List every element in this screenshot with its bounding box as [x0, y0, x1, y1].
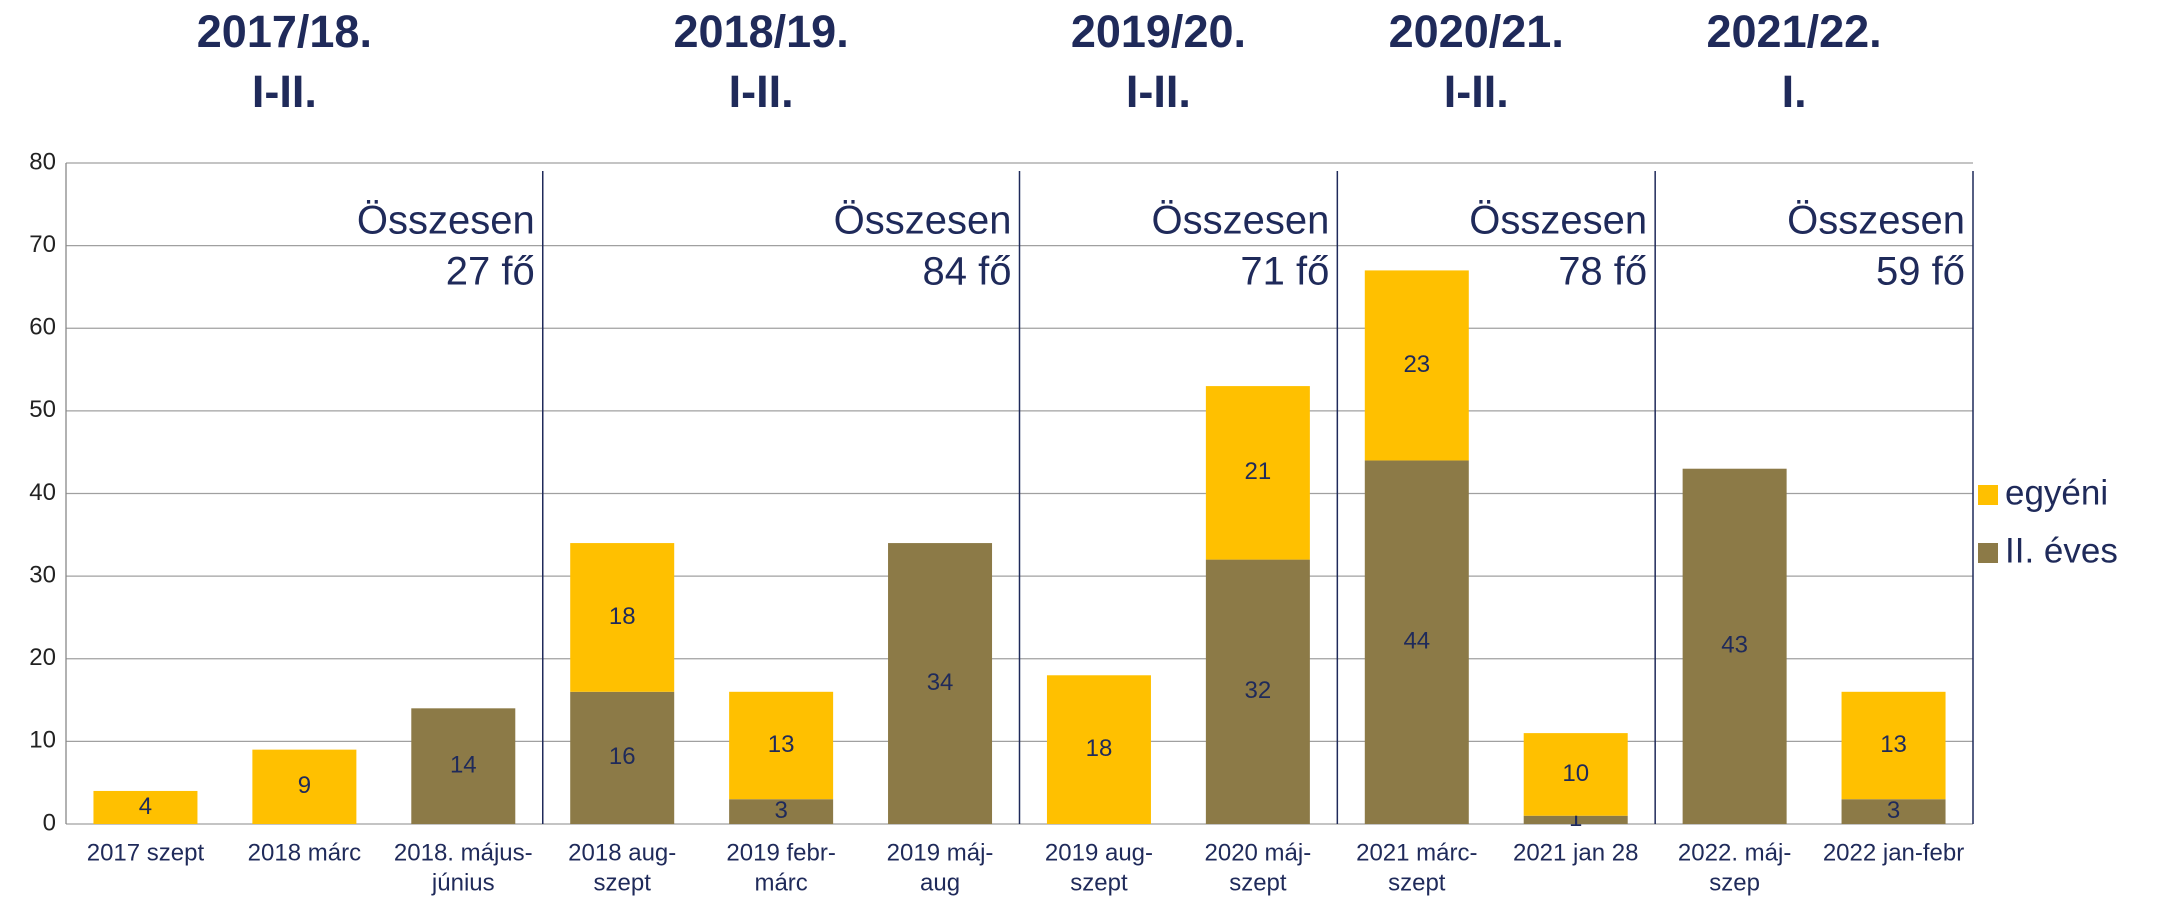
- data-label: 3: [1887, 797, 1900, 824]
- x-tick-label: 2020 máj-: [1205, 839, 1312, 866]
- data-label: 43: [1721, 632, 1748, 659]
- bar-segment: [1523, 815, 1628, 824]
- x-tick-label: márc: [754, 869, 807, 896]
- period-total: Összesen: [1469, 199, 1647, 243]
- data-label: 9: [298, 772, 311, 799]
- y-tick-label: 20: [29, 644, 56, 671]
- x-tick-label: 2021 jan 28: [1513, 839, 1638, 866]
- x-tick-label: 2022 jan-febr: [1823, 839, 1964, 866]
- period-total: Összesen: [357, 199, 535, 243]
- data-label: 34: [927, 669, 954, 696]
- x-tick-label: 2018. május-: [394, 839, 533, 866]
- period-title: 2021/22.: [1706, 6, 1881, 57]
- bar-segment: [888, 543, 993, 824]
- data-label: 32: [1245, 677, 1272, 704]
- bar-segment: [1841, 691, 1946, 800]
- bar-segment: [411, 708, 516, 824]
- bar-segment: [1205, 559, 1310, 824]
- bar-segment: [93, 790, 198, 824]
- data-label: 13: [1880, 731, 1907, 758]
- period-total: 27 fő: [446, 250, 535, 294]
- period-total: Összesen: [1151, 199, 1329, 243]
- x-tick-label: aug: [920, 869, 960, 896]
- x-tick-label: 2019 febr-: [726, 839, 835, 866]
- bar-segment: [1364, 270, 1469, 461]
- bar-segment: [729, 799, 834, 824]
- y-tick-label: 30: [29, 561, 56, 588]
- x-tick-label: szept: [1388, 869, 1446, 896]
- x-tick-label: 2018 aug-: [568, 839, 676, 866]
- bar-segment: [729, 691, 834, 800]
- bar-segment: [1682, 468, 1787, 824]
- y-tick-label: 80: [29, 148, 56, 175]
- bar-segment: [252, 749, 357, 824]
- legend-label: II. éves: [2005, 531, 2118, 570]
- period-title: I-II.: [1126, 66, 1191, 117]
- legend-label: egyéni: [2005, 473, 2108, 512]
- bar-segment: [570, 543, 675, 692]
- period-total: Összesen: [834, 199, 1012, 243]
- data-label: 4: [139, 793, 152, 820]
- data-label: 18: [609, 603, 636, 630]
- period-title: 2019/20.: [1071, 6, 1246, 57]
- x-tick-label: június: [431, 869, 495, 896]
- legend-swatch: [1978, 485, 1998, 505]
- period-total: Összesen: [1787, 199, 1965, 243]
- y-tick-label: 50: [29, 396, 56, 423]
- bar-segment: [1364, 460, 1469, 824]
- period-total: 71 fő: [1240, 250, 1329, 294]
- y-tick-label: 70: [29, 231, 56, 258]
- legend-swatch: [1978, 543, 1998, 563]
- period-total: 59 fő: [1876, 250, 1965, 294]
- period-title: I-II.: [729, 66, 794, 117]
- period-total: 78 fő: [1558, 250, 1647, 294]
- y-tick-label: 0: [43, 809, 56, 836]
- data-label: 13: [768, 731, 795, 758]
- bar-segment: [1046, 675, 1151, 824]
- x-tick-label: szept: [1070, 869, 1128, 896]
- data-label: 44: [1403, 628, 1430, 655]
- x-tick-label: 2019 aug-: [1045, 839, 1153, 866]
- data-label: 14: [450, 752, 477, 779]
- bar-segment: [1841, 799, 1946, 824]
- data-label: 16: [609, 743, 636, 770]
- data-label: 18: [1086, 735, 1113, 762]
- y-tick-label: 10: [29, 727, 56, 754]
- x-tick-label: 2017 szept: [87, 839, 205, 866]
- x-tick-label: 2022. máj-: [1678, 839, 1791, 866]
- data-label: 23: [1403, 351, 1430, 378]
- period-title: I-II.: [252, 66, 317, 117]
- data-label: 21: [1245, 458, 1272, 485]
- period-total: 84 fő: [923, 250, 1012, 294]
- x-tick-label: 2019 máj-: [887, 839, 994, 866]
- data-label: 10: [1562, 760, 1589, 787]
- x-tick-label: 2018 márc: [248, 839, 361, 866]
- bar-segment: [1205, 386, 1310, 560]
- period-title: I.: [1782, 66, 1807, 117]
- period-title: 2017/18.: [197, 6, 372, 57]
- x-tick-label: 2021 márc-: [1356, 839, 1477, 866]
- period-title: 2018/19.: [674, 6, 849, 57]
- y-tick-label: 60: [29, 314, 56, 341]
- x-tick-label: szept: [594, 869, 652, 896]
- bar-segment: [570, 691, 675, 824]
- x-tick-label: szep: [1709, 869, 1760, 896]
- bar-segment: [1523, 733, 1628, 816]
- period-title: I-II.: [1444, 66, 1509, 117]
- x-tick-label: szept: [1229, 869, 1287, 896]
- period-title: 2020/21.: [1389, 6, 1564, 57]
- y-tick-label: 40: [29, 479, 56, 506]
- data-label: 3: [774, 797, 787, 824]
